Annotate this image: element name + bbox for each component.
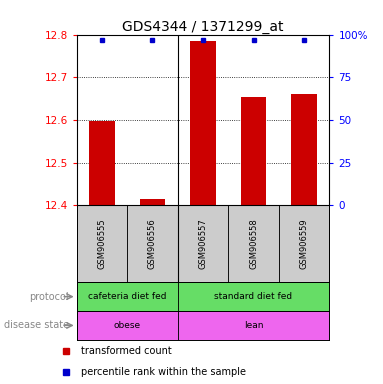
Bar (127, 205, 178, 282)
Bar (77, 282, 178, 311)
Title: GDS4344 / 1371299_at: GDS4344 / 1371299_at (122, 20, 284, 33)
Bar (190, 41, 216, 205)
Text: GSM906559: GSM906559 (300, 218, 309, 269)
Bar (228, 205, 279, 282)
Text: transformed count: transformed count (81, 346, 172, 356)
Text: GSM906556: GSM906556 (148, 218, 157, 269)
Text: GSM906558: GSM906558 (249, 218, 258, 269)
Bar (241, 96, 266, 205)
Bar (140, 199, 165, 205)
Text: disease state: disease state (4, 320, 69, 331)
Bar (178, 282, 329, 311)
Text: GSM906555: GSM906555 (97, 218, 106, 269)
Bar (89, 121, 115, 205)
Text: obese: obese (114, 321, 141, 330)
Bar (178, 311, 329, 340)
Bar (77, 311, 178, 340)
Text: percentile rank within the sample: percentile rank within the sample (81, 367, 246, 377)
Text: GSM906557: GSM906557 (198, 218, 208, 269)
Bar (279, 205, 329, 282)
Text: standard diet fed: standard diet fed (214, 292, 293, 301)
Bar (291, 94, 317, 205)
Text: protocol: protocol (29, 291, 69, 302)
Text: lean: lean (244, 321, 263, 330)
Text: cafeteria diet fed: cafeteria diet fed (88, 292, 166, 301)
Bar (77, 205, 127, 282)
Bar (178, 205, 228, 282)
